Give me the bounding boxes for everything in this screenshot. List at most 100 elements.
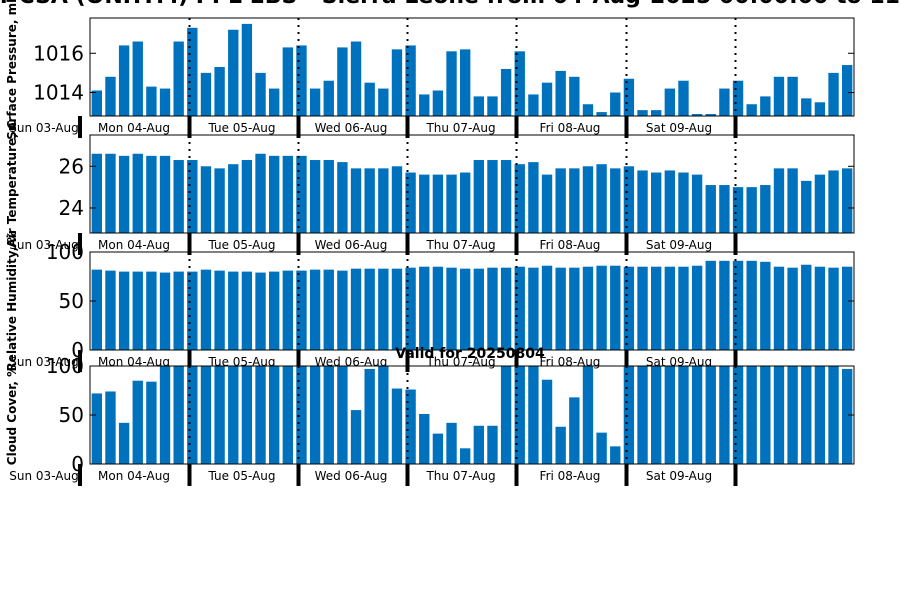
- bar: [473, 96, 485, 116]
- bar: [678, 80, 689, 116]
- bar: [487, 160, 498, 233]
- bar: [691, 265, 703, 350]
- bar: [309, 269, 321, 350]
- bar: [705, 114, 716, 116]
- bar: [364, 82, 375, 116]
- bar: [323, 80, 334, 116]
- y-tick-label: 1016: [33, 41, 84, 65]
- bar: [705, 260, 716, 350]
- x-tick-label: Thu 07-Aug: [425, 121, 495, 135]
- bar: [569, 168, 580, 233]
- bar: [705, 185, 716, 233]
- bar: [719, 366, 730, 464]
- bar: [309, 366, 321, 464]
- bar: [268, 155, 280, 233]
- bar: [801, 366, 812, 464]
- bar: [528, 162, 539, 233]
- bar: [691, 366, 703, 464]
- bar: [159, 272, 171, 350]
- bar: [432, 433, 444, 464]
- bar: [337, 47, 348, 116]
- bar: [187, 27, 198, 116]
- bar: [432, 174, 444, 233]
- bar: [132, 380, 143, 464]
- bar: [146, 271, 157, 350]
- bar: [623, 366, 635, 464]
- bar: [446, 422, 457, 464]
- bar: [282, 155, 294, 233]
- bar: [664, 88, 676, 116]
- bar: [200, 269, 212, 350]
- bar: [268, 271, 280, 350]
- bar: [678, 366, 689, 464]
- bar: [187, 366, 198, 464]
- bar: [569, 397, 580, 464]
- bar: [459, 268, 471, 350]
- bar: [637, 366, 648, 464]
- bar: [610, 92, 621, 116]
- bar: [541, 265, 553, 350]
- bar: [814, 366, 826, 464]
- x-tick-label: Sat 09-Aug: [646, 121, 712, 135]
- x-tick-label: Sat 09-Aug: [646, 238, 712, 252]
- bar: [378, 88, 389, 116]
- bar: [732, 366, 744, 464]
- bar: [582, 366, 594, 464]
- bar: [105, 391, 116, 464]
- axes-frame: [89, 134, 855, 234]
- bar: [337, 366, 348, 464]
- bar: [678, 266, 689, 350]
- bar: [241, 366, 253, 464]
- bar: [296, 155, 307, 233]
- bar: [446, 51, 457, 116]
- x-tick-label: Thu 07-Aug: [425, 238, 495, 252]
- bar: [487, 425, 498, 464]
- bar: [473, 160, 485, 233]
- bar: [296, 270, 307, 350]
- bar: [596, 432, 607, 464]
- bar: [801, 180, 812, 233]
- bar: [650, 266, 662, 350]
- y-tick-label: 50: [59, 403, 84, 427]
- bar: [309, 160, 321, 233]
- bar: [146, 155, 157, 233]
- bar: [623, 78, 635, 116]
- bar: [228, 366, 239, 464]
- bar: [241, 160, 253, 233]
- bar: [132, 41, 143, 116]
- bar: [391, 388, 403, 464]
- bar: [746, 260, 757, 350]
- bar: [732, 80, 744, 116]
- bar: [132, 271, 143, 350]
- bar: [173, 271, 184, 350]
- bar: [459, 172, 471, 233]
- bar: [760, 185, 771, 233]
- bar: [350, 410, 362, 464]
- bar: [419, 174, 430, 233]
- bar: [337, 270, 348, 350]
- bar: [623, 166, 635, 233]
- bar: [664, 266, 676, 350]
- bar: [378, 168, 389, 233]
- bar: [419, 266, 430, 350]
- bar: [459, 448, 471, 464]
- bar: [105, 76, 116, 116]
- bar: [173, 160, 184, 233]
- bar: [678, 172, 689, 233]
- bar: [187, 160, 198, 233]
- x-tick-label: Wed 06-Aug: [315, 238, 388, 252]
- x-tick-label: Fri 08-Aug: [540, 238, 601, 252]
- axes-frame: [89, 17, 855, 117]
- bar: [691, 114, 703, 116]
- bar: [214, 168, 225, 233]
- bar: [500, 160, 512, 233]
- x-tick-label: Mon 04-Aug: [98, 121, 170, 135]
- bar: [760, 261, 771, 350]
- bar: [391, 166, 403, 233]
- bar: [118, 422, 130, 464]
- bar: [159, 366, 171, 464]
- bar: [773, 366, 785, 464]
- bar: [255, 72, 266, 116]
